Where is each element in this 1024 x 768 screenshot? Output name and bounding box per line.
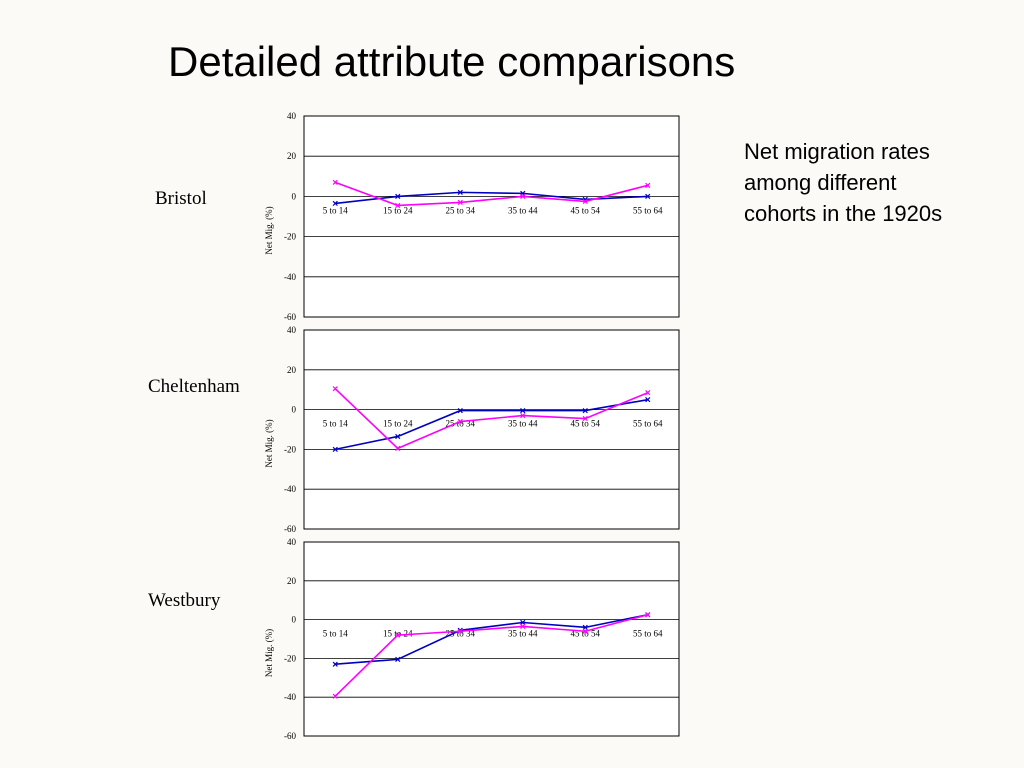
side-note: Net migration rates among different coho… bbox=[744, 136, 942, 229]
data-point-marker bbox=[457, 628, 463, 634]
data-point-marker bbox=[332, 200, 338, 207]
data-point-marker bbox=[645, 182, 651, 188]
data-point-marker bbox=[645, 193, 651, 200]
y-tick-label: 20 bbox=[287, 151, 297, 161]
slide-title: Detailed attribute comparisons bbox=[168, 38, 736, 85]
city-label-bristol: Bristol bbox=[155, 188, 207, 209]
y-axis-title: Net Mig. (%) bbox=[264, 629, 274, 677]
y-tick-label: -60 bbox=[284, 312, 296, 322]
data-point-marker bbox=[457, 418, 463, 425]
x-tick-label: 55 to 64 bbox=[633, 629, 663, 639]
y-tick-label: 40 bbox=[287, 537, 297, 547]
chart-panel-cheltenham: 40 20 0 -20 -40 -60 Net Mig. (%) 5 to 14 15 to 2… bbox=[264, 325, 680, 534]
x-tick-label: 25 to 34 bbox=[445, 419, 475, 429]
data-point-marker bbox=[520, 619, 526, 626]
data-point-marker bbox=[395, 433, 401, 440]
y-tick-label: -20 bbox=[284, 653, 296, 663]
data-point-marker bbox=[520, 193, 526, 200]
x-tick-label: 55 to 64 bbox=[633, 419, 663, 429]
data-point-marker bbox=[645, 390, 651, 396]
x-tick-label: 15 to 24 bbox=[383, 419, 413, 429]
data-point-marker bbox=[645, 397, 651, 403]
data-point-marker bbox=[457, 407, 463, 414]
series-line-2 bbox=[334, 388, 649, 450]
data-point-marker bbox=[645, 612, 651, 618]
x-tick-label: 35 to 44 bbox=[508, 629, 538, 639]
data-point-marker bbox=[395, 202, 401, 209]
y-tick-label: 20 bbox=[287, 365, 297, 375]
y-tick-label: 20 bbox=[287, 576, 297, 586]
plot-area bbox=[303, 115, 680, 318]
data-point-marker bbox=[457, 199, 463, 206]
x-tick-label: 15 to 24 bbox=[383, 629, 413, 639]
y-tick-label: 40 bbox=[287, 111, 297, 121]
data-point-marker bbox=[332, 179, 338, 185]
y-tick-label: 40 bbox=[287, 325, 297, 335]
x-tick-label: 15 to 24 bbox=[383, 205, 413, 215]
x-tick-label: 5 to 14 bbox=[323, 419, 349, 429]
plot-area bbox=[303, 329, 680, 530]
y-tick-label: -40 bbox=[284, 272, 296, 282]
data-point-marker bbox=[582, 628, 588, 634]
y-tick-label: -20 bbox=[284, 232, 296, 242]
side-note-line: Net migration rates bbox=[744, 139, 930, 164]
y-tick-label: -60 bbox=[284, 524, 296, 534]
y-tick-label: -40 bbox=[284, 484, 296, 494]
y-tick-label: 0 bbox=[292, 405, 297, 415]
y-axis-title: Net Mig. (%) bbox=[264, 206, 274, 254]
x-tick-label: 55 to 64 bbox=[633, 205, 663, 215]
city-label-westbury: Westbury bbox=[148, 590, 221, 611]
y-tick-label: 0 bbox=[292, 615, 297, 625]
data-point-marker bbox=[582, 624, 588, 630]
data-point-marker bbox=[395, 656, 401, 662]
data-point-marker bbox=[332, 661, 338, 667]
data-point-marker bbox=[520, 412, 526, 419]
series-line-2 bbox=[334, 181, 648, 207]
y-tick-label: -60 bbox=[284, 731, 296, 741]
x-tick-label: 25 to 34 bbox=[445, 629, 475, 639]
series-line-2 bbox=[334, 613, 648, 697]
x-tick-label: 5 to 14 bbox=[323, 629, 349, 639]
plot-area bbox=[303, 541, 680, 737]
x-tick-label: 45 to 54 bbox=[570, 419, 600, 429]
data-point-marker bbox=[332, 446, 338, 453]
x-tick-label: 25 to 34 bbox=[445, 205, 475, 215]
chart-panel-westbury: 40 20 0 -20 -40 -60 Net Mig. (%) 5 to 14 15 to 2… bbox=[264, 537, 680, 741]
data-point-marker bbox=[582, 415, 588, 422]
y-axis-title: Net Mig. (%) bbox=[264, 419, 274, 467]
x-tick-label: 35 to 44 bbox=[508, 205, 538, 215]
data-point-marker bbox=[332, 693, 338, 699]
data-point-marker bbox=[520, 623, 526, 630]
x-tick-label: 5 to 14 bbox=[323, 205, 349, 215]
data-point-marker bbox=[582, 198, 588, 205]
data-point-marker bbox=[582, 407, 588, 414]
side-note-line: cohorts in the 1920s bbox=[744, 201, 943, 226]
x-tick-label: 45 to 54 bbox=[570, 629, 600, 639]
data-point-marker bbox=[457, 189, 463, 196]
data-point-marker bbox=[395, 632, 401, 638]
y-tick-label: -20 bbox=[284, 444, 296, 454]
data-point-marker bbox=[520, 407, 526, 414]
data-point-marker bbox=[395, 193, 401, 200]
city-label-cheltenham: Cheltenham bbox=[148, 376, 240, 397]
side-note-line: among different bbox=[744, 170, 897, 195]
data-point-marker bbox=[395, 445, 401, 452]
x-tick-label: 35 to 44 bbox=[508, 419, 538, 429]
chart-panel-bristol: 40 20 0 -20 -40 -60 Net Mig. (%) 5 to 14 15 to 2… bbox=[264, 111, 680, 322]
series-line-1 bbox=[335, 613, 648, 666]
y-tick-label: 0 bbox=[292, 191, 297, 201]
y-tick-label: -40 bbox=[284, 692, 296, 702]
x-tick-label: 45 to 54 bbox=[570, 205, 600, 215]
data-point-marker bbox=[332, 386, 338, 392]
